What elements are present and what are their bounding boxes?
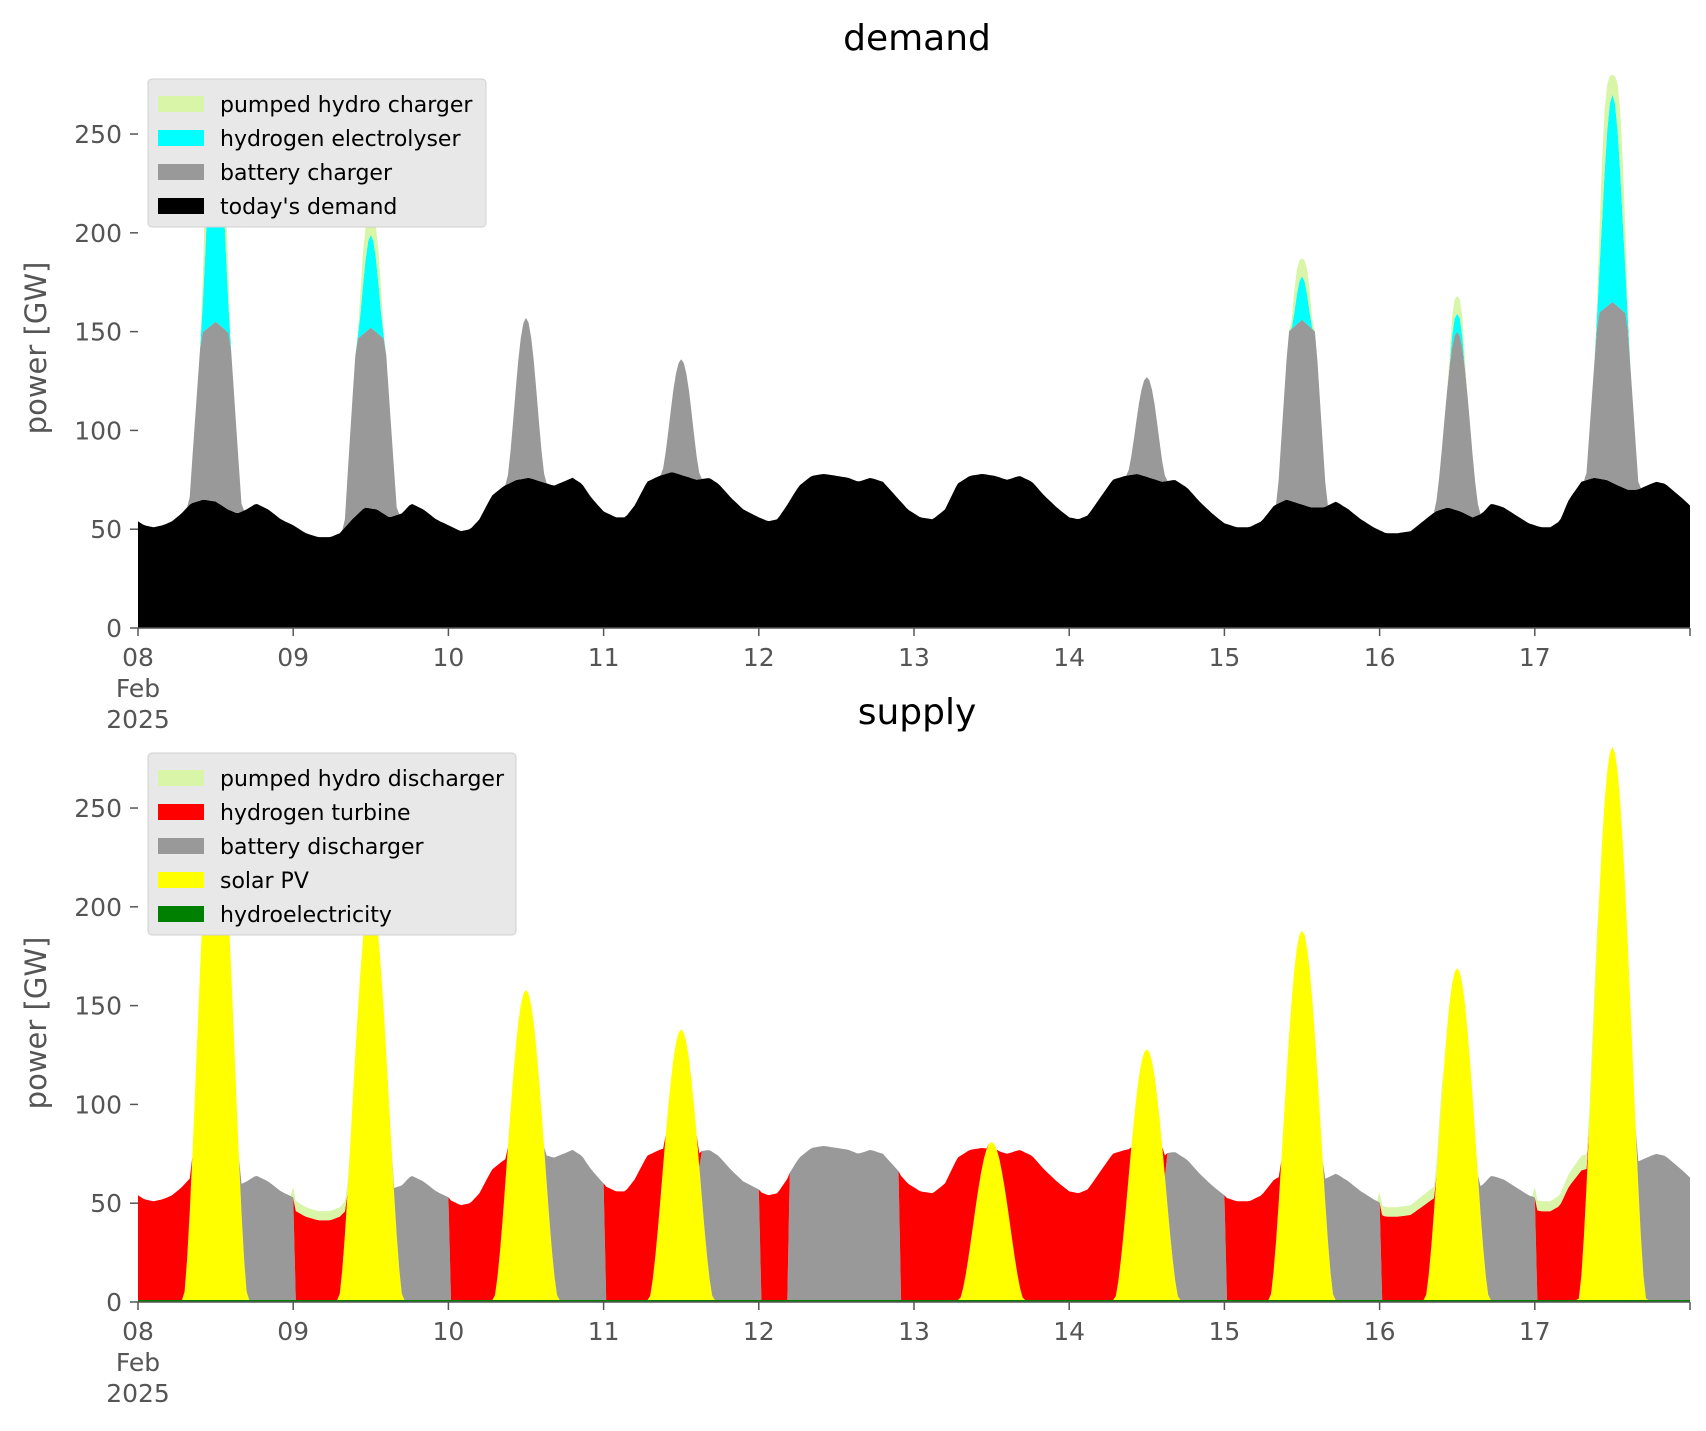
legend-swatch-pumped-hydro-discharger <box>158 770 204 786</box>
y-tick-label: 100 <box>74 416 122 445</box>
legend-box <box>147 752 517 936</box>
y-tick-label: 200 <box>74 893 122 922</box>
x-tick-label: 10 <box>432 1317 464 1346</box>
x-tick-label: 13 <box>898 643 930 672</box>
x-tick-label: 08 Feb 2025 <box>106 1317 170 1408</box>
y-tick-label: 200 <box>74 219 122 248</box>
supply-y-axis-label: power [GW] <box>19 937 53 1110</box>
supply-legend: pumped hydro discharger hydrogen turbine b… <box>147 752 517 936</box>
legend-label-pumped-hydro-charger: pumped hydro charger <box>220 93 473 118</box>
area-battery-discharger <box>138 746 1690 1300</box>
y-tick-label: 100 <box>74 1090 122 1119</box>
demand-stacked-areas <box>138 74 1690 628</box>
demand-y-axis-label: power [GW] <box>19 262 53 435</box>
x-tick-label: 09 <box>277 643 309 672</box>
supply-panel: supply power [GW] 0 50 100 150 200 250 08 Feb 20… <box>19 692 1691 1408</box>
legend-swatch-today-s-demand <box>158 198 204 214</box>
legend-swatch-battery-discharger <box>158 838 204 854</box>
y-tick-label: 50 <box>90 1189 122 1218</box>
y-tick-label: 150 <box>74 992 122 1021</box>
x-tick-label: 09 <box>277 1317 309 1346</box>
area-hydrogen-turbine <box>138 746 1690 1300</box>
area-battery-charger <box>138 302 1690 538</box>
legend-swatch-hydrogen-turbine <box>158 804 204 820</box>
x-tick-label: 15 <box>1208 1317 1240 1346</box>
x-tick-label: 16 <box>1364 643 1396 672</box>
y-tick-label: 0 <box>106 1288 122 1317</box>
legend-label-solar-pv: solar PV <box>220 869 309 894</box>
x-tick-label: 14 <box>1053 1317 1085 1346</box>
x-tick-label: 15 <box>1208 643 1240 672</box>
demand-legend: pumped hydro charger hydrogen electrolyse… <box>147 78 487 228</box>
y-tick-label: 250 <box>74 120 122 149</box>
area-solar-pv <box>138 746 1690 1300</box>
legend-swatch-pumped-hydro-charger <box>158 96 204 112</box>
supply-axes: 0 50 100 150 200 250 08 Feb 2025 09 10 11 12 13 14 15 16… <box>74 794 1691 1408</box>
legend-label-hydrogen-electrolyser: hydrogen electrolyser <box>220 127 461 152</box>
supply-title: supply <box>858 692 977 733</box>
legend-swatch-solar-pv <box>158 872 204 888</box>
demand-panel: demand power [GW] 0 50 100 150 200 250 08 Feb 20… <box>19 18 1691 734</box>
y-tick-label: 0 <box>106 614 122 643</box>
legend-swatch-hydrogen-electrolyser <box>158 130 204 146</box>
x-tick-label: 17 <box>1519 643 1551 672</box>
legend-swatch-battery-charger <box>158 164 204 180</box>
legend-box <box>147 78 487 228</box>
x-tick-label: 12 <box>743 1317 775 1346</box>
x-tick-label: 14 <box>1053 643 1085 672</box>
x-tick-label: 11 <box>588 643 620 672</box>
legend-label-battery-charger: battery charger <box>220 161 393 186</box>
x-tick-label: 13 <box>898 1317 930 1346</box>
legend-label-hydrogen-turbine: hydrogen turbine <box>220 801 411 826</box>
legend-label-battery-discharger: battery discharger <box>220 835 425 860</box>
y-tick-label: 150 <box>74 318 122 347</box>
demand-axes: 0 50 100 150 200 250 08 Feb 2025 09 10 11 12 13 14 15 16… <box>74 120 1691 734</box>
legend-swatch-hydroelectricity <box>158 906 204 922</box>
x-tick-label: 10 <box>432 643 464 672</box>
legend-label-today-s-demand: today's demand <box>220 195 397 220</box>
y-tick-label: 250 <box>74 794 122 823</box>
y-tick-label: 50 <box>90 515 122 544</box>
legend-label-hydroelectricity: hydroelectricity <box>220 903 392 928</box>
area-today-s-demand <box>138 472 1690 628</box>
x-tick-label: 16 <box>1364 1317 1396 1346</box>
demand-title: demand <box>843 18 991 59</box>
x-tick-label: 08 Feb 2025 <box>106 643 170 734</box>
x-tick-label: 12 <box>743 643 775 672</box>
x-tick-label: 11 <box>588 1317 620 1346</box>
x-tick-label: 17 <box>1519 1317 1551 1346</box>
legend-label-pumped-hydro-discharger: pumped hydro discharger <box>220 767 505 792</box>
